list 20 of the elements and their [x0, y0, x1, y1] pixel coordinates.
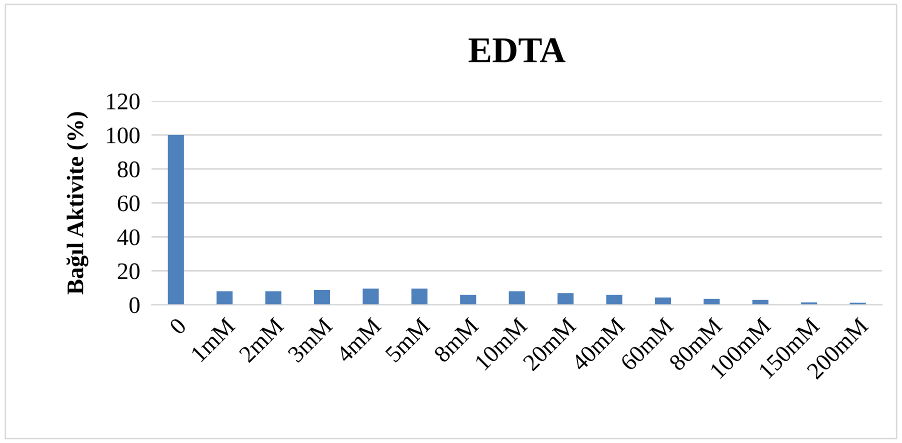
y-tick-label: 60 [118, 195, 140, 212]
y-tick-label: 100 [107, 127, 140, 144]
y-axis-title: Bağıl Aktivite (%) [66, 112, 88, 294]
y-tick-label: 80 [118, 161, 140, 178]
y-tick-label: 20 [118, 263, 140, 280]
y-tick-label: 40 [117, 229, 140, 246]
y-tick-label: 0 [130, 297, 140, 314]
bar [508, 291, 525, 305]
bar [314, 290, 330, 305]
bar [168, 134, 184, 305]
bar [558, 293, 574, 305]
bar [216, 291, 233, 305]
y-tick-label: 120 [107, 93, 140, 110]
bar [265, 291, 282, 305]
chart-title: EDTA [468, 38, 566, 62]
bar [411, 288, 428, 305]
x-tick-label: 0 [168, 317, 188, 336]
bar [362, 288, 379, 305]
bar [606, 294, 622, 305]
bar [460, 294, 476, 305]
